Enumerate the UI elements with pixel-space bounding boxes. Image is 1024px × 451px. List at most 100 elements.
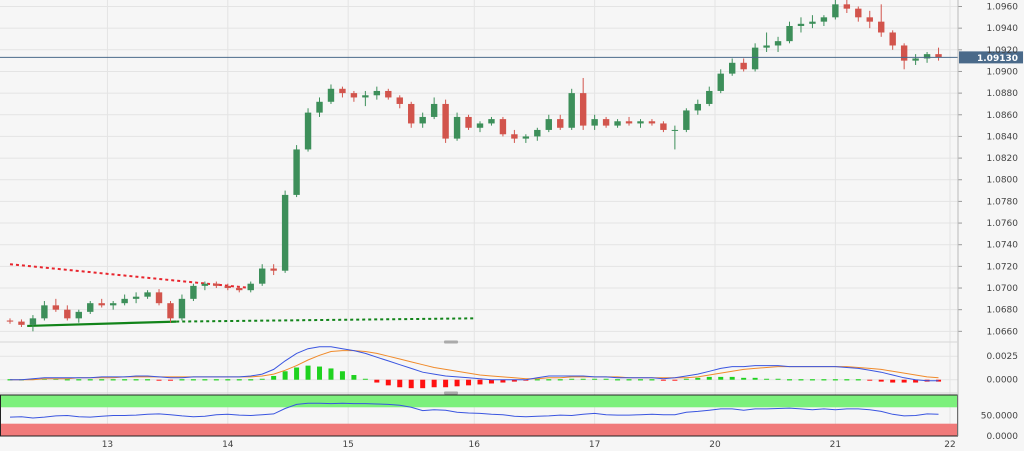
- macd-histogram-bar: [99, 379, 105, 381]
- macd-histogram-bar: [190, 379, 196, 381]
- candle: [625, 116, 633, 126]
- candle: [832, 0, 839, 20]
- macd-histogram-bar: [145, 379, 151, 381]
- price-tick-label: 1.0700: [987, 284, 1019, 294]
- rsi-tick-label: 50.0000: [981, 412, 1018, 422]
- candle: [511, 129, 518, 143]
- candle-body: [350, 93, 358, 98]
- macd-histogram-bar: [867, 379, 873, 381]
- macd-histogram-bar: [592, 378, 598, 380]
- macd-histogram-bar: [167, 379, 173, 381]
- candle: [728, 58, 736, 76]
- candle: [545, 114, 552, 133]
- candle: [87, 301, 94, 315]
- candle: [430, 97, 438, 120]
- candle: [258, 264, 266, 286]
- macd-histogram-bar: [328, 368, 334, 380]
- current-price-tag: [959, 51, 1023, 64]
- price-tick-label: 1.0760: [987, 219, 1019, 229]
- macd-histogram-bar: [500, 379, 506, 383]
- candle-body: [786, 25, 793, 42]
- candle: [557, 114, 564, 130]
- candle: [660, 121, 667, 133]
- price-tick-label: 1.0960: [987, 2, 1019, 12]
- macd-histogram-bar: [775, 378, 781, 380]
- candle-body: [832, 4, 839, 18]
- candle-body: [213, 283, 220, 286]
- panel-separators[interactable]: [0, 340, 958, 395]
- macd-histogram-bar: [855, 379, 861, 381]
- macd-histogram-bar: [362, 378, 368, 380]
- candle-body: [671, 129, 679, 131]
- candle: [144, 290, 151, 299]
- grid: [0, 0, 958, 436]
- macd-histogram-bar: [397, 379, 403, 388]
- macd-histogram-bar: [764, 378, 770, 380]
- macd-histogram-bar: [546, 379, 552, 381]
- macd-histogram-bar: [259, 378, 265, 380]
- candle: [327, 84, 335, 104]
- candle: [866, 10, 873, 29]
- candle-body: [87, 303, 94, 312]
- candle-body: [728, 62, 736, 74]
- candle-body: [373, 90, 381, 96]
- macd-histogram-bar: [477, 379, 483, 385]
- resize-handle[interactable]: [444, 391, 458, 395]
- candle-body: [797, 23, 805, 26]
- candle: [236, 285, 243, 293]
- price-tick-label: 1.0920: [987, 46, 1019, 56]
- macd-histogram-bar: [832, 379, 838, 381]
- candle: [385, 88, 392, 100]
- macd-histogram-bar: [282, 371, 288, 380]
- candle-body: [190, 285, 197, 299]
- price-tick-label: 1.0740: [987, 241, 1019, 251]
- x-tick-label: 13: [102, 440, 113, 450]
- macd-tick-label: 0.0025: [987, 352, 1019, 362]
- candle: [820, 15, 828, 26]
- candle: [442, 99, 449, 143]
- macd-histogram-bar: [615, 379, 621, 381]
- x-tick-label: 22: [944, 440, 955, 450]
- macd-histogram-bar: [466, 379, 472, 386]
- candle: [488, 116, 495, 126]
- candle: [270, 264, 277, 276]
- candle: [224, 283, 232, 291]
- candle: [316, 97, 323, 117]
- candle: [41, 301, 48, 321]
- macd-histogram-bar: [420, 379, 426, 389]
- candle-body: [224, 285, 232, 289]
- candle: [694, 99, 702, 115]
- candle-body: [614, 121, 621, 126]
- candle-body: [694, 103, 702, 111]
- candle: [717, 69, 724, 94]
- resize-handle[interactable]: [444, 340, 458, 344]
- candle-body: [591, 119, 598, 126]
- macd-histogram-bar: [913, 379, 919, 383]
- macd-histogram-bar: [809, 379, 815, 381]
- candle-body: [52, 305, 60, 310]
- price-tick-label: 1.0660: [987, 327, 1019, 337]
- candle: [350, 90, 358, 102]
- candle: [339, 86, 346, 98]
- x-tick-label: 17: [589, 440, 600, 450]
- rsi-tick-label: 0.0000: [987, 432, 1019, 442]
- candle-body: [889, 32, 896, 46]
- candle-body: [717, 73, 724, 91]
- candle: [499, 116, 507, 137]
- macd-histogram-bar: [122, 379, 128, 381]
- rsi-line: [9, 402, 939, 419]
- candle: [809, 15, 816, 29]
- macd-histogram-bar: [213, 379, 219, 381]
- price-tick-label: 1.0940: [987, 24, 1019, 34]
- macd-histogram-bar: [488, 379, 494, 384]
- candle-body: [430, 103, 438, 117]
- candle: [786, 21, 793, 44]
- candle-body: [29, 318, 37, 325]
- macd-histogram-bar: [305, 365, 311, 380]
- candle: [178, 294, 186, 321]
- macd-histogram-bar: [695, 377, 701, 380]
- x-tick-label: 21: [830, 440, 841, 450]
- candle: [373, 86, 381, 100]
- price-tick-label: 1.0800: [987, 176, 1019, 186]
